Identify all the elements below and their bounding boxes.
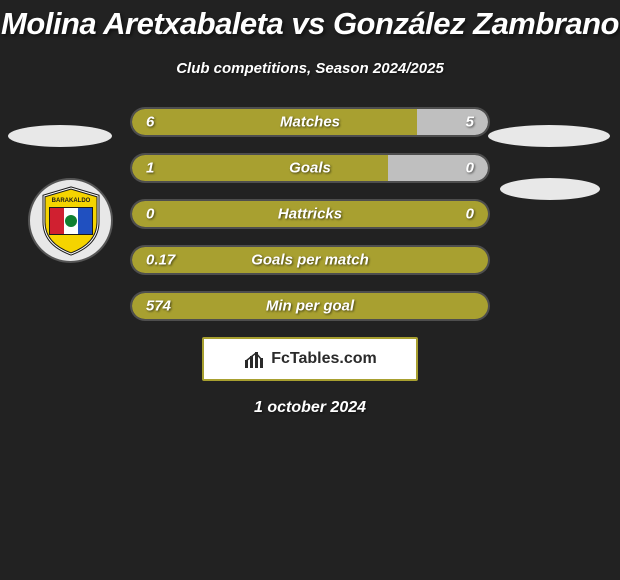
stat-label: Goals bbox=[289, 160, 331, 177]
stat-label: Goals per match bbox=[251, 252, 369, 269]
stat-row: 0.17 Goals per match bbox=[130, 245, 490, 275]
stat-label: Hattricks bbox=[278, 206, 342, 223]
source-badge[interactable]: FcTables.com bbox=[202, 337, 418, 381]
comparison-card: Molina Aretxabaleta vs González Zambrano… bbox=[0, 0, 620, 580]
bar-left bbox=[132, 155, 388, 181]
stats-area: 6 5 Matches 1 0 Goals 0 0 Hattricks 0.17 Goals per… bbox=[0, 107, 620, 321]
stat-row: 6 5 Matches bbox=[130, 107, 490, 137]
value-left: 1 bbox=[146, 160, 154, 177]
value-left: 0 bbox=[146, 206, 154, 223]
stat-row: 1 0 Goals bbox=[130, 153, 490, 183]
value-right: 0 bbox=[466, 206, 474, 223]
stat-row: 0 0 Hattricks bbox=[130, 199, 490, 229]
bar-left bbox=[132, 109, 417, 135]
stat-label: Matches bbox=[280, 114, 340, 131]
value-right: 0 bbox=[466, 160, 474, 177]
value-left: 0.17 bbox=[146, 252, 175, 269]
stat-row: 574 Min per goal bbox=[130, 291, 490, 321]
subtitle: Club competitions, Season 2024/2025 bbox=[0, 60, 620, 77]
bar-chart-icon bbox=[243, 348, 265, 370]
date-label: 1 october 2024 bbox=[0, 399, 620, 417]
value-left: 574 bbox=[146, 298, 171, 315]
value-right: 5 bbox=[466, 114, 474, 131]
source-label: FcTables.com bbox=[271, 350, 377, 368]
page-title: Molina Aretxabaleta vs González Zambrano bbox=[0, 0, 620, 42]
bar-right bbox=[417, 109, 488, 135]
value-left: 6 bbox=[146, 114, 154, 131]
stat-label: Min per goal bbox=[266, 298, 354, 315]
